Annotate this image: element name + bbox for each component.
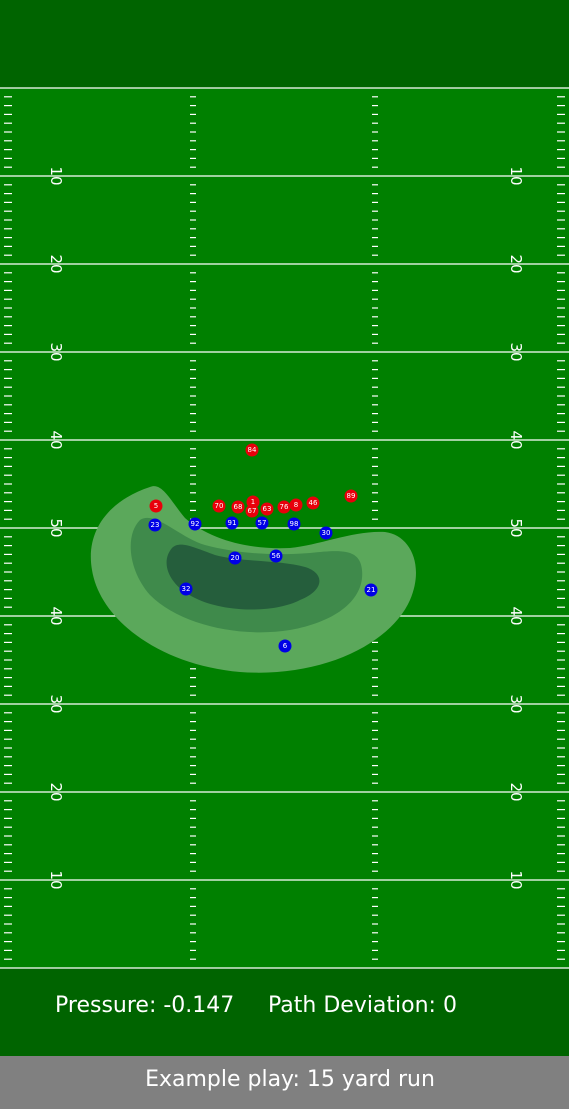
yard-number: 40 [507, 430, 525, 449]
yard-number: 50 [47, 518, 65, 537]
offense-player: 5 [150, 500, 163, 513]
offense-player: 84 [246, 444, 259, 457]
defense-player: 21 [365, 584, 378, 597]
defense-jersey-number: 32 [182, 585, 191, 593]
defense-player: 57 [256, 517, 269, 530]
path-deviation-stat: Path Deviation: 0 [268, 993, 457, 1018]
yard-number: 50 [507, 518, 525, 537]
offense-player: 63 [261, 503, 274, 516]
yard-number: 30 [507, 342, 525, 361]
offense-jersey-number: 5 [154, 502, 158, 510]
defense-player: 32 [180, 583, 193, 596]
offense-player: 67 [246, 505, 259, 518]
defense-jersey-number: 56 [272, 552, 281, 560]
defense-player: 30 [320, 527, 333, 540]
defense-jersey-number: 91 [228, 519, 237, 527]
offense-jersey-number: 70 [215, 502, 224, 510]
pressure-stat: Pressure: -0.147 [55, 993, 234, 1018]
yard-number: 10 [47, 870, 65, 889]
yard-number: 40 [47, 606, 65, 625]
defense-jersey-number: 20 [231, 554, 240, 562]
defense-player: 23 [149, 519, 162, 532]
defense-jersey-number: 30 [322, 529, 331, 537]
defense-player: 92 [189, 518, 202, 531]
defense-jersey-number: 21 [367, 586, 376, 594]
offense-jersey-number: 68 [234, 503, 243, 511]
defense-player: 91 [226, 517, 239, 530]
defense-player: 56 [270, 550, 283, 563]
offense-player: 89 [345, 490, 358, 503]
yard-number: 30 [507, 694, 525, 713]
yard-number: 20 [507, 782, 525, 801]
defense-jersey-number: 98 [290, 520, 299, 528]
yard-number: 20 [47, 254, 65, 273]
yard-number: 30 [47, 342, 65, 361]
offense-jersey-number: 89 [347, 492, 356, 500]
defense-jersey-number: 57 [258, 519, 267, 527]
yard-number: 20 [507, 254, 525, 273]
offense-jersey-number: 8 [294, 501, 298, 509]
yard-number: 30 [47, 694, 65, 713]
yard-number: 10 [507, 870, 525, 889]
defense-player: 20 [229, 552, 242, 565]
offense-player: 8 [290, 499, 303, 512]
defense-jersey-number: 23 [151, 521, 160, 529]
offense-jersey-number: 46 [309, 499, 318, 507]
yard-number: 40 [507, 606, 525, 625]
offense-player: 46 [307, 497, 320, 510]
yard-number: 20 [47, 782, 65, 801]
play-caption: Example play: 15 yard run [145, 1067, 435, 1092]
offense-jersey-number: 63 [263, 505, 272, 513]
offense-jersey-number: 76 [280, 503, 289, 511]
offense-jersey-number: 67 [248, 507, 257, 515]
yard-number: 40 [47, 430, 65, 449]
yard-number: 10 [47, 166, 65, 185]
yard-number: 10 [507, 166, 525, 185]
defense-jersey-number: 92 [191, 520, 200, 528]
defense-player: 6 [279, 640, 292, 653]
offense-player: 68 [232, 501, 245, 514]
defense-player: 98 [288, 518, 301, 531]
offense-player: 70 [213, 500, 226, 513]
defense-jersey-number: 6 [283, 642, 288, 650]
offense-player: 76 [278, 501, 291, 514]
endzone-top [0, 0, 569, 88]
offense-jersey-number: 84 [248, 446, 257, 454]
